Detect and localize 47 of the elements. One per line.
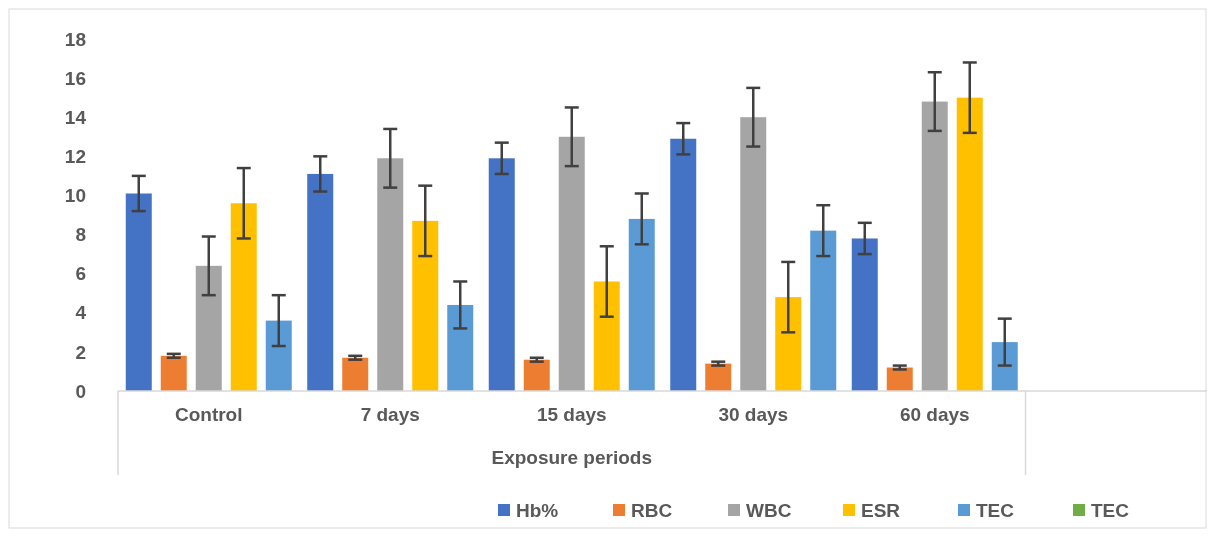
bar — [886, 367, 913, 391]
bar — [307, 173, 334, 391]
bar — [412, 220, 439, 391]
y-tick-label: 6 — [75, 263, 86, 285]
legend-label: Hb% — [516, 499, 559, 521]
x-tick-label: 60 days — [899, 404, 970, 425]
bar — [628, 218, 655, 391]
bar — [956, 97, 983, 391]
x-tick-label: 7 days — [360, 404, 420, 425]
bar — [851, 238, 878, 391]
y-tick-label: 0 — [75, 380, 86, 402]
legend-label: TEC — [1091, 499, 1130, 521]
bar — [810, 230, 837, 391]
legend-label: RBC — [631, 499, 673, 521]
y-tick-label: 12 — [64, 145, 86, 167]
bar — [488, 158, 515, 391]
y-tick-label: 14 — [64, 106, 87, 128]
y-tick-label: 16 — [64, 67, 86, 89]
bar — [558, 136, 585, 391]
bar — [125, 193, 152, 391]
x-tick-label: Control — [174, 404, 243, 425]
bar — [991, 342, 1018, 391]
bar — [265, 320, 292, 391]
bar — [230, 203, 257, 391]
bar — [670, 138, 697, 391]
legend-label: WBC — [746, 499, 792, 521]
y-tick-label: 10 — [64, 185, 86, 207]
bar — [775, 297, 802, 391]
bar — [377, 158, 404, 391]
x-tick-label: 30 days — [718, 404, 789, 425]
bar — [523, 359, 550, 391]
bar — [447, 304, 474, 391]
x-axis-title: Exposure periods — [491, 447, 652, 468]
y-tick-label: 2 — [75, 341, 86, 363]
y-tick-label: 4 — [75, 302, 87, 324]
bar — [705, 363, 732, 391]
legend-label: ESR — [861, 499, 901, 521]
legend-label: TEC — [976, 499, 1015, 521]
y-tick-label: 8 — [75, 224, 86, 246]
bar — [740, 117, 767, 391]
bar — [593, 281, 620, 391]
bar — [921, 101, 948, 391]
bar — [195, 265, 222, 391]
bar — [342, 357, 369, 391]
y-tick-label: 18 — [64, 28, 86, 50]
x-tick-label: 15 days — [536, 404, 607, 425]
bar — [160, 355, 187, 391]
